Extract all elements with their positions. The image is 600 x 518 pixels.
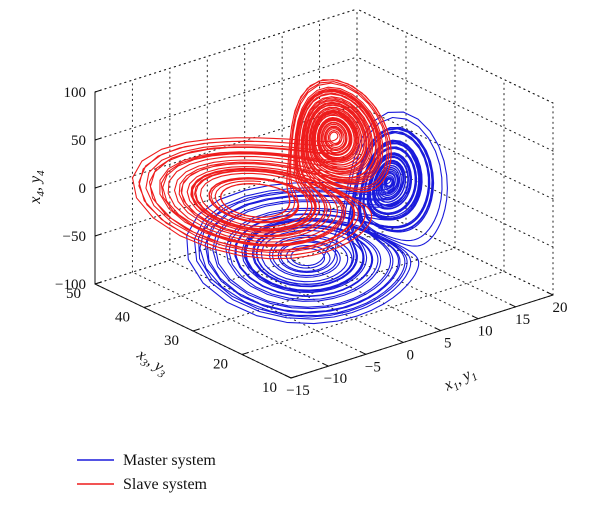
- grid-line: [241, 271, 505, 355]
- x-tick-mark: [434, 327, 441, 332]
- x-tick-mark: [284, 374, 292, 379]
- grid-line: [94, 56, 358, 141]
- x-tick-mark: [546, 291, 554, 296]
- grid-line: [356, 200, 554, 296]
- y-tick-mark: [290, 375, 298, 379]
- z-tick-label: 0: [79, 181, 87, 197]
- y-tick-label: 10: [262, 380, 277, 396]
- grid-line: [319, 212, 517, 308]
- x-tick-label: −15: [286, 383, 309, 399]
- series-slave: [131, 79, 392, 260]
- y-tick-mark: [241, 351, 249, 355]
- z-tick-mark: [94, 233, 102, 237]
- x-tick-mark: [509, 303, 516, 308]
- grid-line: [192, 247, 456, 332]
- z-tick-mark: [94, 137, 102, 141]
- grid-line: [356, 8, 554, 104]
- x-tick-label: 15: [515, 312, 530, 328]
- grid-line: [131, 271, 329, 367]
- grid-line: [356, 152, 554, 248]
- x-tick-label: 10: [478, 324, 493, 340]
- series-master: [186, 111, 448, 325]
- z-tick-label: 100: [64, 85, 87, 101]
- z-tick-mark: [94, 185, 102, 189]
- grid-line: [281, 224, 479, 320]
- z-tick-label: −100: [55, 277, 86, 293]
- y-tick-label: 30: [164, 333, 179, 349]
- x-tick-mark: [472, 315, 479, 320]
- z-tick-mark: [94, 281, 102, 285]
- y-tick-label: 50: [66, 286, 81, 302]
- grid-line: [244, 236, 442, 332]
- y-tick-mark: [143, 304, 151, 308]
- y-axis-label: x3, y3: [131, 346, 171, 382]
- x-axis-label: x1, y1: [440, 364, 480, 398]
- z-axis-label: x4, y4: [27, 170, 47, 205]
- y-tick-label: 20: [213, 357, 228, 373]
- x-tick-label: 20: [553, 300, 568, 316]
- x-tick-mark: [397, 339, 404, 343]
- axes-box: [94, 89, 554, 379]
- y-tick-label: 40: [115, 310, 130, 326]
- legend-label-master: Master system: [123, 452, 216, 469]
- grid-line: [356, 104, 554, 200]
- slave-trajectory: [131, 79, 392, 260]
- grid-line: [169, 259, 367, 355]
- legend: Master system Slave system: [77, 452, 216, 493]
- x-tick-label: −5: [365, 359, 381, 375]
- x-tick-label: 5: [444, 336, 452, 352]
- grid-line: [94, 8, 358, 93]
- legend-label-slave: Slave system: [123, 476, 208, 493]
- grid-line: [206, 247, 404, 343]
- x-tick-label: −10: [324, 371, 347, 387]
- grid-line: [143, 224, 407, 308]
- grid-line: [356, 56, 554, 152]
- x-tick-label: 0: [407, 347, 415, 363]
- x-axis-line: [290, 294, 554, 379]
- x-tick-mark: [359, 351, 367, 355]
- y-tick-mark: [192, 328, 200, 332]
- z-tick-label: 50: [71, 133, 86, 149]
- z-tick-mark: [94, 89, 102, 93]
- x-tick-mark: [322, 362, 329, 367]
- master-trajectory: [186, 111, 448, 325]
- z-tick-label: −50: [63, 229, 86, 245]
